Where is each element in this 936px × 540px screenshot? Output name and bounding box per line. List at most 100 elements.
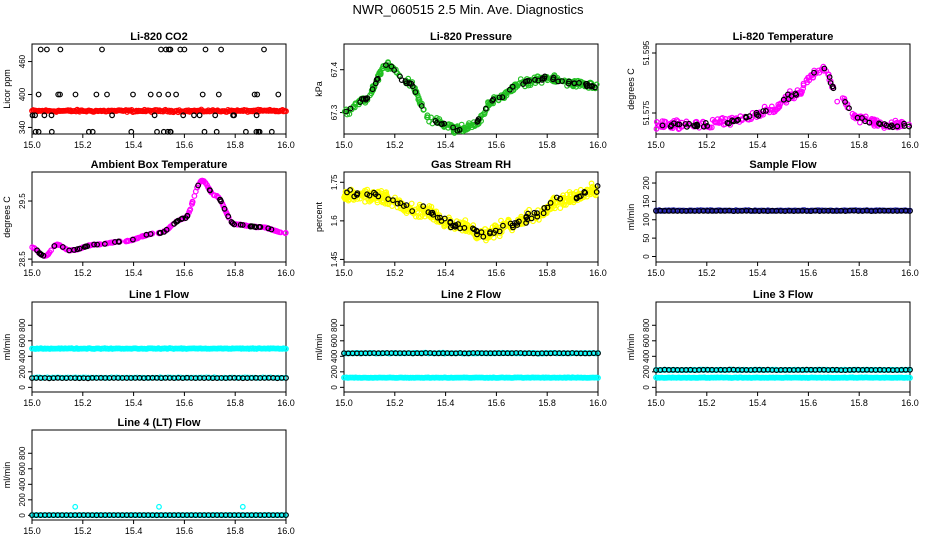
x-tick-label: 15.4 [437, 268, 455, 278]
data-point [730, 118, 737, 125]
data-point [129, 236, 136, 243]
data-point [876, 120, 882, 127]
data-point [482, 105, 489, 112]
data-point [415, 205, 422, 211]
x-tick-label: 15.0 [647, 268, 665, 278]
data-series [29, 46, 282, 135]
data-point [455, 221, 462, 227]
data-point [104, 91, 110, 98]
data-point [573, 195, 580, 202]
x-tick-label: 16.0 [901, 398, 919, 408]
data-point [881, 121, 888, 127]
chart-title: Line 3 Flow [753, 289, 813, 301]
data-point [743, 113, 749, 120]
plot-frame [655, 301, 911, 393]
plot-frame [655, 43, 911, 135]
x-tick-label: 15.2 [386, 140, 404, 150]
data-point [394, 200, 401, 207]
data-point [253, 128, 260, 135]
data-point [426, 203, 433, 209]
data-point [184, 212, 191, 219]
page-title: NWR_060515 2.5 Min. Ave. Diagnostics [352, 2, 584, 17]
x-tick-label: 15.0 [23, 140, 41, 150]
data-point [91, 241, 97, 248]
x-tick-label: 15.8 [850, 140, 868, 150]
y-tick-label: 200 [18, 365, 27, 379]
data-point [577, 193, 584, 199]
data-point [726, 120, 732, 127]
data-point [559, 78, 565, 84]
data-point [283, 108, 289, 115]
y-tick-label: 340 [18, 120, 27, 134]
data-point [207, 187, 213, 194]
data-point [371, 189, 377, 196]
y-tick-label: 400 [18, 477, 27, 491]
x-tick-label: 15.6 [176, 526, 194, 536]
data-point [441, 223, 448, 230]
data-point [41, 112, 48, 119]
data-point [211, 192, 218, 199]
data-series [29, 345, 289, 352]
data-point [283, 512, 289, 518]
data-series [344, 183, 601, 240]
x-tick-label: 15.4 [125, 398, 143, 408]
data-point [164, 128, 171, 135]
data-point [421, 210, 428, 216]
data-point [231, 221, 238, 228]
data-point [825, 71, 832, 78]
x-tick-label: 15.2 [74, 268, 92, 278]
data-point [459, 219, 466, 226]
data-point [154, 128, 160, 135]
x-tick-label: 15.8 [538, 398, 556, 408]
data-point [34, 247, 40, 254]
data-point [109, 112, 115, 119]
y-tick-label: 460 [18, 54, 27, 68]
data-point [478, 229, 485, 236]
data-point [218, 198, 224, 205]
data-point [437, 214, 443, 221]
data-point [147, 374, 153, 381]
data-point [514, 222, 521, 228]
data-point [714, 119, 721, 126]
data-point [163, 226, 170, 233]
data-point [359, 96, 365, 102]
data-point [32, 128, 39, 135]
data-point [254, 91, 261, 98]
data-point [784, 91, 791, 98]
data-point [474, 234, 481, 241]
data-point [583, 83, 590, 90]
data-point [201, 128, 208, 135]
x-tick-label: 15.0 [23, 398, 41, 408]
data-point [251, 91, 258, 98]
data-point [541, 205, 548, 211]
data-point [188, 200, 195, 207]
chart-panel-co2: Li-820 CO2 Licor ppm 15.0 15.2 15.4 15.6 15.8 1… [2, 31, 295, 150]
data-point [253, 112, 260, 119]
x-tick-label: 15.8 [850, 398, 868, 408]
data-point [462, 125, 469, 132]
plot-frame [31, 171, 287, 263]
y-tick-label: 200 [642, 365, 651, 379]
data-point [682, 121, 689, 127]
data-point [704, 122, 711, 129]
data-point [104, 240, 111, 247]
data-point [489, 224, 496, 231]
data-point [746, 113, 753, 120]
data-point [587, 191, 594, 198]
data-point [849, 110, 856, 117]
data-point [173, 91, 180, 98]
y-tick-label: 29.5 [18, 193, 27, 209]
data-point [499, 222, 506, 229]
data-point [553, 194, 560, 201]
data-point [595, 350, 601, 357]
data-series [29, 106, 289, 116]
data-point [101, 240, 108, 247]
data-point [57, 46, 64, 53]
data-point [560, 192, 567, 199]
x-tick-label: 15.6 [488, 398, 506, 408]
data-point [901, 123, 908, 129]
plot-frame [343, 301, 599, 393]
data-point [551, 205, 558, 212]
data-point [550, 76, 556, 83]
x-tick-label: 16.0 [277, 268, 295, 278]
